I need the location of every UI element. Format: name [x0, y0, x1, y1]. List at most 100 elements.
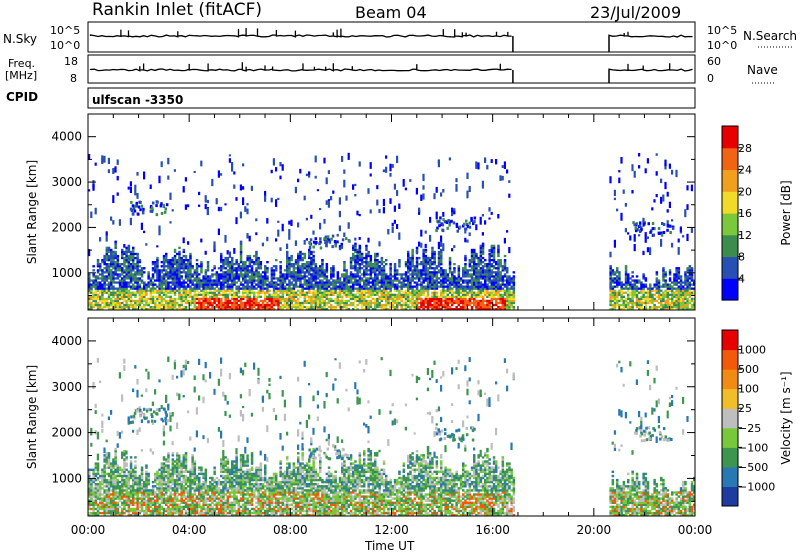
heatmap-cell	[629, 285, 632, 288]
heatmap-cell	[266, 297, 269, 301]
heatmap-cell	[314, 289, 318, 292]
heatmap-cell	[620, 291, 623, 294]
heatmap-cell	[446, 287, 450, 290]
heatmap-cell	[187, 265, 190, 268]
heatmap-cell	[305, 299, 309, 303]
heatmap-cell	[356, 250, 359, 254]
heatmap-cell	[200, 238, 203, 243]
heatmap-cell	[363, 299, 366, 303]
heatmap-cell	[187, 275, 190, 278]
heatmap-cell	[107, 256, 111, 260]
heatmap-cell	[134, 305, 137, 309]
heatmap-cell	[508, 308, 511, 310]
heatmap-cell	[415, 283, 419, 286]
heatmap-cell	[682, 235, 685, 238]
heatmap-cell	[635, 281, 639, 284]
heatmap-cell	[431, 275, 434, 278]
heatmap-cell	[294, 293, 298, 296]
heatmap-cell	[165, 301, 168, 305]
heatmap-cell	[257, 281, 260, 284]
heatmap-cell	[327, 200, 330, 208]
heatmap-cell	[657, 285, 661, 288]
heatmap-cell	[105, 267, 109, 270]
heatmap-cell	[411, 303, 414, 307]
heatmap-cell	[288, 259, 291, 262]
heatmap-cell	[167, 267, 170, 270]
heatmap-cell	[631, 164, 634, 172]
heatmap-cell	[490, 248, 494, 252]
heatmap-cell	[444, 285, 447, 288]
heatmap-cell	[143, 308, 146, 310]
heatmap-cell	[92, 265, 95, 268]
heatmap-cell	[261, 301, 265, 305]
heatmap-cell	[158, 277, 161, 280]
heatmap-cell	[677, 238, 680, 243]
heatmap-cell	[138, 303, 142, 307]
heatmap-cell	[112, 256, 115, 260]
heatmap-cell	[310, 269, 313, 272]
heatmap-cell	[484, 265, 487, 268]
heatmap-cell	[393, 289, 397, 292]
heatmap-cell	[96, 259, 100, 262]
heatmap-cell	[508, 297, 511, 301]
heatmap-cell	[411, 259, 414, 262]
heatmap-cell	[321, 299, 324, 303]
heatmap-cell	[422, 299, 425, 303]
heatmap-cell	[490, 279, 494, 282]
heatmap-cell	[288, 308, 291, 310]
heatmap-cell	[327, 301, 331, 305]
heatmap-cell	[259, 305, 263, 309]
heatmap-cell	[429, 277, 432, 280]
heatmap-cell	[292, 305, 296, 309]
heatmap-cell	[281, 281, 285, 284]
heatmap-cell	[308, 305, 311, 309]
heatmap-cell	[92, 281, 95, 284]
heatmap-cell	[451, 273, 454, 276]
heatmap-cell	[481, 242, 485, 245]
heatmap-cell	[457, 275, 461, 278]
heatmap-cell	[299, 256, 302, 260]
heatmap-cell	[255, 250, 258, 254]
heatmap-cell	[107, 308, 111, 310]
heatmap-cell	[686, 305, 689, 309]
heatmap-cell	[453, 269, 456, 272]
heatmap-cell	[127, 281, 131, 284]
heatmap-cell	[173, 256, 177, 260]
heatmap-cell	[250, 291, 254, 294]
heatmap-cell	[277, 295, 280, 298]
heatmap-cell	[123, 308, 126, 310]
heatmap-cell	[486, 301, 489, 305]
heatmap-cell	[202, 291, 205, 294]
heatmap-cell	[105, 263, 109, 266]
heatmap-cell	[389, 285, 392, 288]
heatmap-cell	[182, 237, 185, 244]
heatmap-cell	[132, 265, 135, 268]
heatmap-cell	[118, 219, 121, 226]
heatmap-cell	[420, 281, 423, 284]
heatmap-cell	[446, 285, 450, 288]
heatmap-cell	[490, 285, 494, 288]
heatmap-cell	[319, 295, 322, 298]
heatmap-cell	[420, 305, 423, 309]
heatmap-cell	[169, 221, 172, 224]
heatmap-cell	[259, 289, 263, 292]
heatmap-cell	[363, 273, 366, 276]
heatmap-cell	[655, 291, 659, 294]
heatmap-cell	[107, 287, 111, 290]
heatmap-cell	[301, 263, 304, 266]
heatmap-cell	[455, 301, 458, 305]
heatmap-cell	[440, 297, 443, 301]
heatmap-cell	[367, 252, 370, 256]
heatmap-cell	[167, 263, 170, 266]
heatmap-cell	[116, 289, 120, 292]
heatmap-cell	[508, 277, 511, 280]
heatmap-cell	[123, 265, 126, 268]
heatmap-cell	[206, 308, 210, 310]
heatmap-cell	[99, 269, 102, 272]
heatmap-cell	[286, 277, 289, 280]
heatmap-cell	[99, 267, 102, 270]
heatmap-cell	[609, 308, 612, 310]
heatmap-cell	[173, 291, 177, 294]
nsky-trace	[89, 28, 693, 52]
heatmap-cell	[466, 287, 469, 290]
